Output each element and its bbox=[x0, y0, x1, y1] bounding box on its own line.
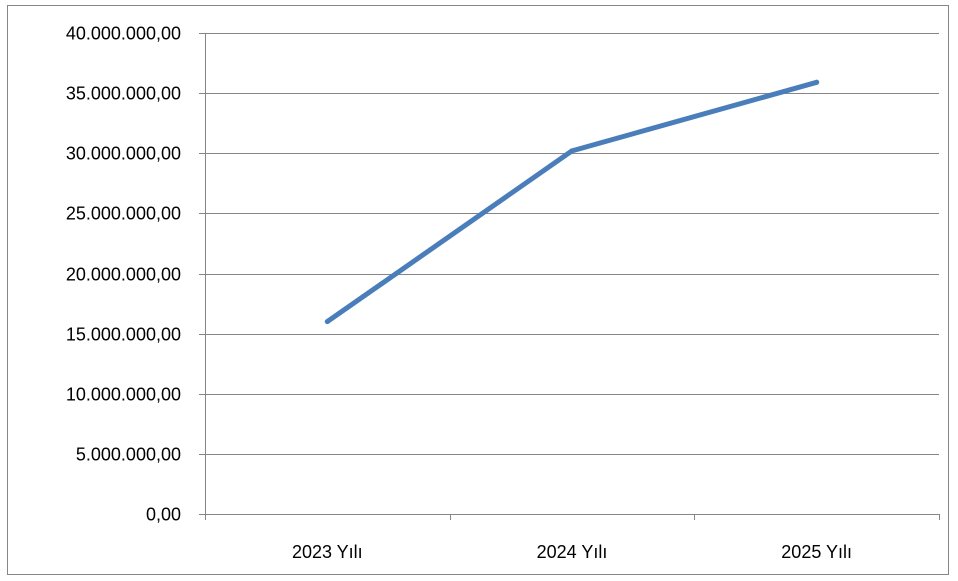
gridlines bbox=[205, 33, 939, 455]
x-tick-label: 2023 Yılı bbox=[292, 542, 363, 562]
y-tick-label: 25.000.000,00 bbox=[66, 204, 181, 224]
series-line bbox=[324, 79, 820, 325]
y-tick-label: 15.000.000,00 bbox=[66, 325, 181, 345]
y-tick-label: 5.000.000,00 bbox=[76, 445, 181, 465]
chart-frame bbox=[7, 5, 949, 575]
x-tick-label: 2025 Yılı bbox=[781, 542, 852, 562]
x-tick-labels: 2023 Yılı 2024 Yılı 2025 Yılı bbox=[292, 542, 852, 562]
axes bbox=[199, 33, 940, 520]
data-point bbox=[814, 79, 820, 85]
data-point bbox=[324, 319, 330, 325]
y-tick-label: 20.000.000,00 bbox=[66, 265, 181, 285]
y-tick-labels: 0,00 5.000.000,00 10.000.000,00 15.000.000,… bbox=[66, 24, 181, 525]
x-tick-label: 2024 Yılı bbox=[537, 542, 608, 562]
y-tick-label: 40.000.000,00 bbox=[66, 24, 181, 44]
y-tick-label: 10.000.000,00 bbox=[66, 385, 181, 405]
y-tick-label: 30.000.000,00 bbox=[66, 144, 181, 164]
data-point bbox=[569, 148, 575, 154]
y-tick-label: 35.000.000,00 bbox=[66, 84, 181, 104]
series bbox=[324, 79, 820, 325]
y-tick-label: 0,00 bbox=[146, 505, 181, 525]
